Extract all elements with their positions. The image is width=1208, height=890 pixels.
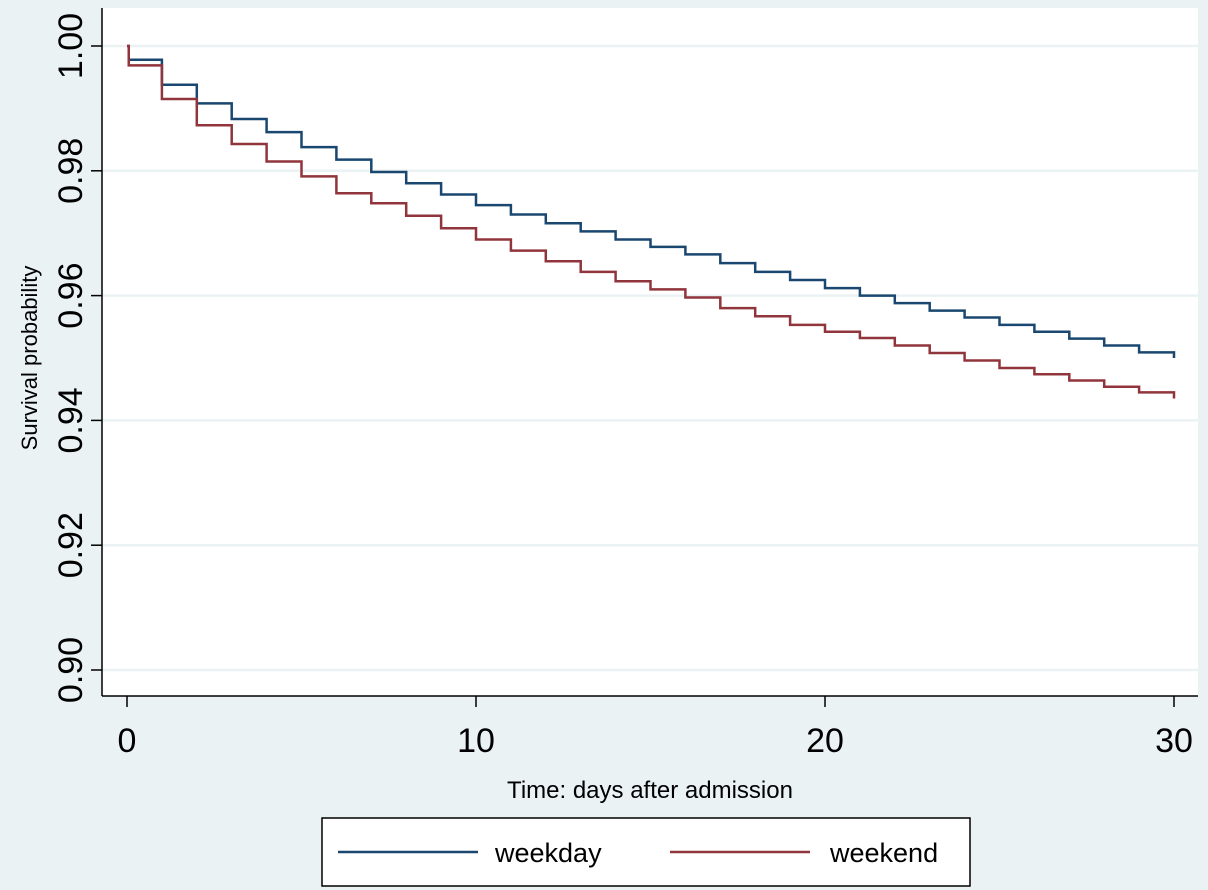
y-tick-label-0: 0.90 (52, 637, 90, 703)
legend: weekday weekend (338, 838, 938, 868)
axis-ticks: 0 10 20 30 0.90 0.92 0.94 0.96 0.98 1.00 (52, 13, 1193, 760)
x-tick-label-2: 20 (806, 722, 844, 760)
legend-label-weekend: weekend (829, 838, 938, 868)
legend-label-weekday: weekday (494, 838, 602, 868)
x-tick-label-3: 30 (1155, 722, 1193, 760)
y-tick-label-3: 0.96 (52, 263, 90, 329)
y-tick-label-2: 0.94 (52, 387, 90, 453)
plot-area (102, 8, 1198, 696)
y-axis-title: Survival probability (17, 266, 42, 451)
y-tick-label-5: 1.00 (52, 13, 90, 79)
x-axis-title: Time: days after admission (507, 777, 793, 804)
series-line-weekend (127, 44, 1176, 399)
series-line-weekday (127, 44, 1176, 358)
y-tick-label-4: 0.98 (52, 138, 90, 204)
y-tick-label-1: 0.92 (52, 512, 90, 578)
gridlines (102, 44, 1198, 672)
x-tick-label-0: 0 (118, 722, 137, 760)
series-layer (127, 44, 1176, 399)
x-tick-label-1: 10 (457, 722, 495, 760)
